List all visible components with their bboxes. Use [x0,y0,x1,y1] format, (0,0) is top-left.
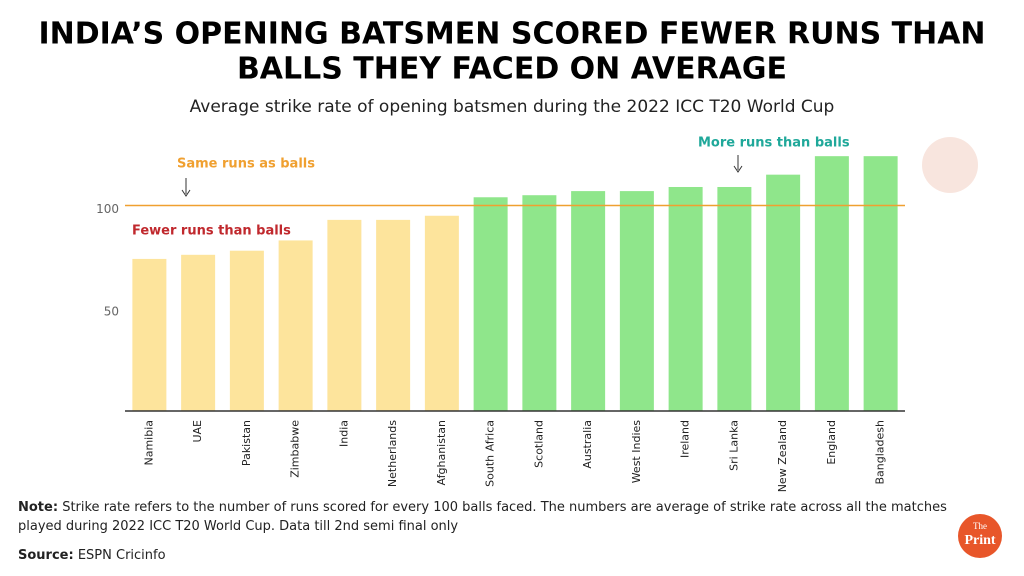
x-tick-label: UAE [191,420,204,443]
chart-title: INDIA’S OPENING BATSMEN SCORED FEWER RUN… [38,17,985,52]
arrow-head [733,165,743,173]
annotation: More runs than balls [698,136,850,151]
x-tick-label: Afghanistan [435,420,448,486]
bar [766,174,801,411]
bar [717,186,752,411]
x-tick-label: Sri Lanka [727,420,740,471]
x-tick-label: West Indies [630,420,643,484]
reference-label: Same runs as balls [177,157,315,172]
bar [132,258,167,411]
note-text: Strike rate refers to the number of runs… [18,500,947,534]
source-label: Source: [18,548,74,563]
x-tick-label: Namibia [142,420,155,466]
bar [278,240,313,411]
x-tick-label: Ireland [679,420,692,458]
bar [863,156,898,411]
chart-subtitle: Average strike rate of opening batsmen d… [190,97,835,117]
bar [473,197,508,411]
x-tick-label: Scotland [532,420,545,468]
note-label: Note: [18,500,59,515]
y-tick-label: 50 [104,305,119,319]
x-tick-label: England [825,420,838,465]
x-tick-label: Australia [581,420,594,469]
bar [522,195,557,411]
bar [619,191,654,411]
logo-text: Print [964,533,995,548]
bar [424,215,459,411]
bar [229,250,264,411]
x-tick-label: Pakistan [240,420,253,466]
source-text: ESPN Cricinfo [77,548,166,563]
bar [376,219,411,411]
x-tick-label: Bangladesh [874,420,887,485]
x-tick-label: India [337,420,350,447]
background-ball [922,137,978,193]
bar [181,254,216,411]
x-tick-label: South Africa [484,420,497,487]
bar [327,219,362,411]
bar [814,156,849,411]
bar [668,186,703,411]
note: Note: Strike rate refers to the number o… [18,498,958,536]
logo-badge [958,514,1002,558]
chart-title: BALLS THEY FACED ON AVERAGE [237,52,787,87]
y-tick-label: 100 [96,202,119,216]
annotation: Fewer runs than balls [132,224,291,239]
source: Source: ESPN Cricinfo [18,548,166,563]
logo-text: The [973,521,987,531]
bar [571,191,606,411]
x-tick-label: Zimbabwe [289,420,302,478]
x-tick-label: New Zealand [776,420,789,492]
x-tick-label: Netherlands [386,420,399,487]
arrow-head [181,189,191,197]
